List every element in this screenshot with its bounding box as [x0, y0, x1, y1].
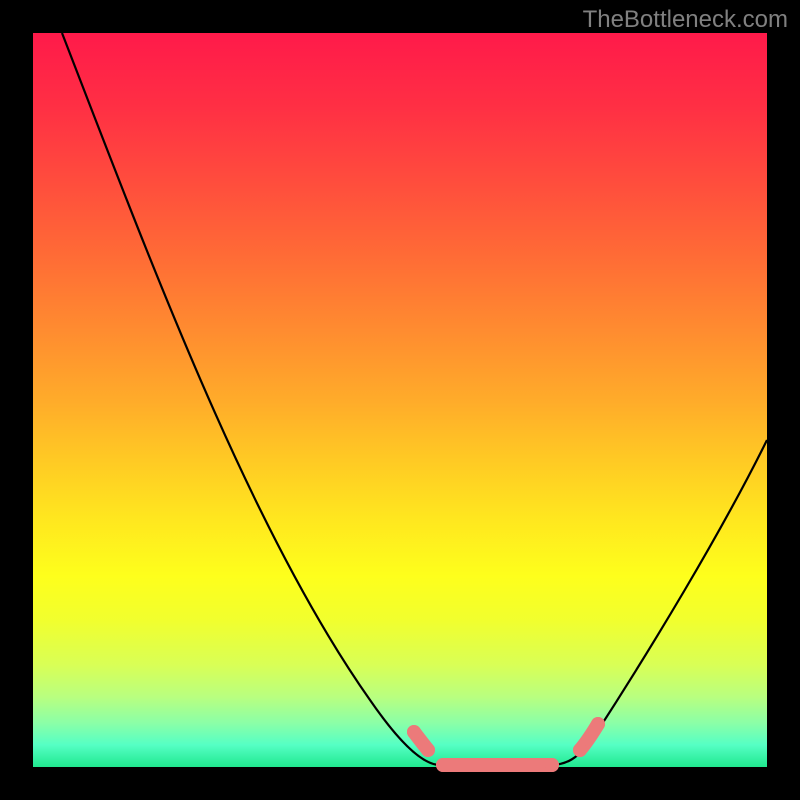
attribution-label: TheBottleneck.com: [583, 6, 788, 34]
heatmap-gradient-panel: [33, 33, 767, 767]
chart-stage: TheBottleneck.com: [0, 0, 800, 800]
